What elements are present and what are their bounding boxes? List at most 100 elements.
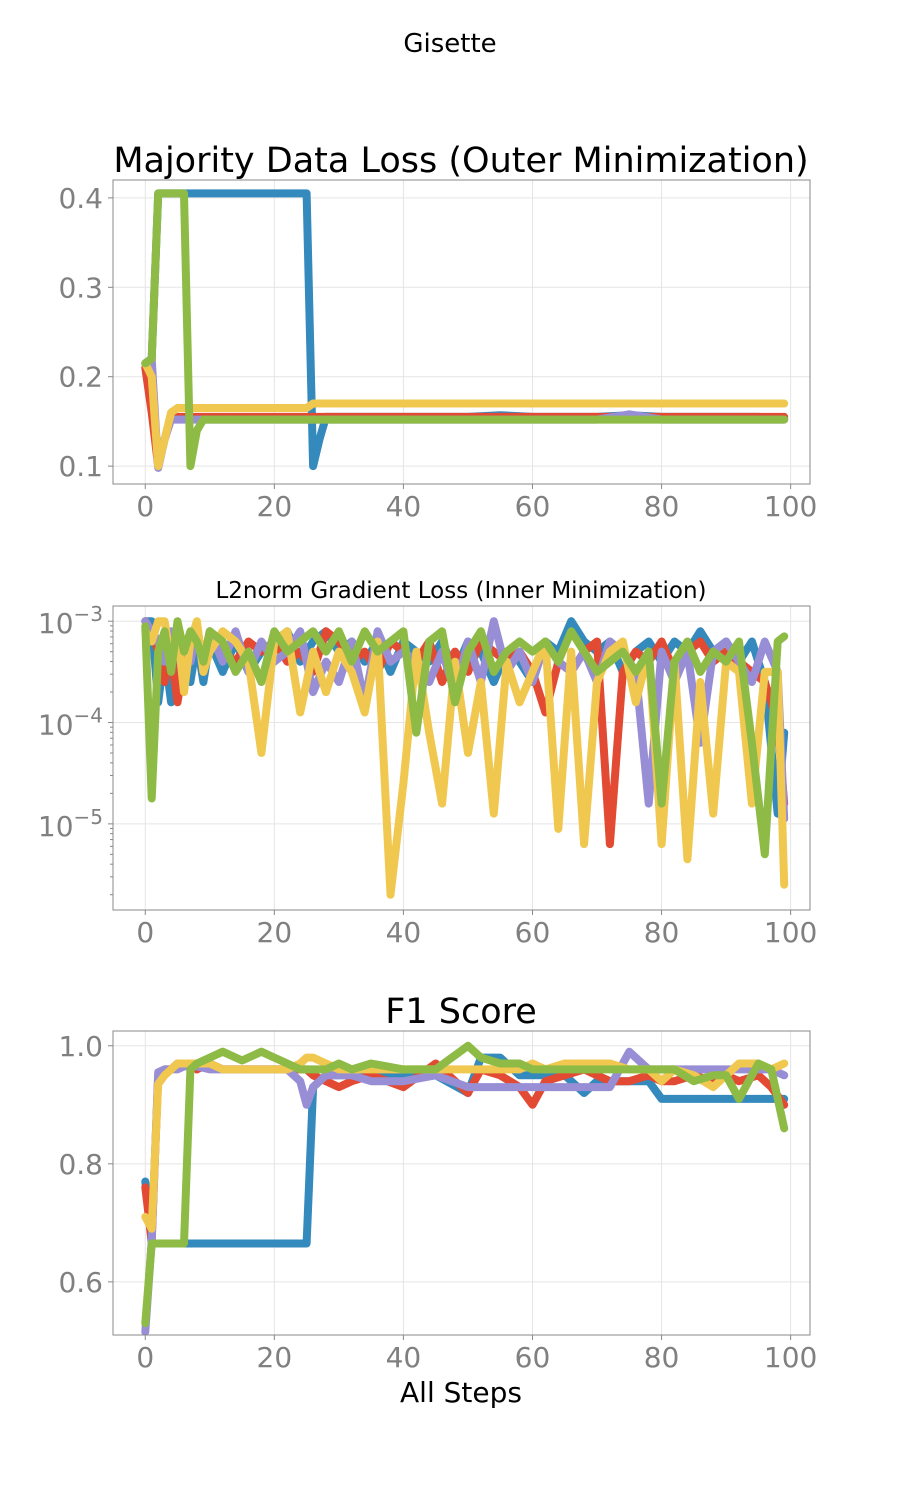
series-point xyxy=(199,668,207,676)
series-point xyxy=(625,1065,633,1073)
series-point xyxy=(477,1065,485,1073)
series-point xyxy=(722,416,730,424)
y-tick-label: 1.0 xyxy=(58,1030,103,1063)
x-tick-label: 60 xyxy=(515,1341,551,1374)
series-point xyxy=(722,638,730,645)
series-point xyxy=(238,1065,246,1073)
series-point xyxy=(464,400,472,407)
series-point xyxy=(619,668,627,676)
series-point xyxy=(199,416,207,424)
series-point xyxy=(529,416,536,424)
series-point xyxy=(754,1060,762,1067)
series-point xyxy=(303,404,311,412)
series-point xyxy=(322,658,330,666)
series-point xyxy=(141,622,149,630)
series-point xyxy=(780,1124,788,1132)
series-point xyxy=(316,435,323,443)
series-point xyxy=(593,1060,601,1067)
series-point xyxy=(141,1178,149,1185)
series-point xyxy=(399,627,407,635)
series-point xyxy=(580,1060,588,1067)
series-point xyxy=(632,698,640,706)
series-point xyxy=(316,400,323,407)
series-point xyxy=(193,1060,201,1067)
x-tick-label: 100 xyxy=(764,490,817,523)
series-point xyxy=(432,400,440,407)
series-point xyxy=(270,1065,278,1073)
series-point xyxy=(303,1101,311,1109)
series-point xyxy=(399,1083,407,1091)
series-point xyxy=(257,416,265,424)
x-tick-label: 60 xyxy=(515,490,551,523)
series-point xyxy=(296,416,304,424)
series-point xyxy=(335,627,343,635)
series-point xyxy=(645,648,653,656)
panel-title-majority-data-loss: Majority Data Loss (Outer Minimization) xyxy=(113,141,808,181)
series-point xyxy=(451,658,459,666)
series-point xyxy=(399,779,407,787)
series-point xyxy=(219,1065,227,1073)
series-point xyxy=(232,627,240,635)
series-point xyxy=(174,1240,181,1247)
series-point xyxy=(296,627,304,635)
series-point xyxy=(180,189,188,197)
series-point xyxy=(167,189,175,197)
series-point xyxy=(148,638,156,645)
series-point xyxy=(464,1089,472,1097)
series-point xyxy=(238,404,246,412)
series-point xyxy=(451,648,459,656)
series-group xyxy=(141,617,789,859)
series-point xyxy=(322,416,330,424)
series-point xyxy=(709,810,717,818)
series-point xyxy=(567,648,575,656)
series-point xyxy=(593,1083,601,1091)
series-point xyxy=(367,400,375,407)
series-point xyxy=(219,1048,227,1056)
series-point xyxy=(219,658,227,666)
series-point xyxy=(780,416,788,424)
series-point xyxy=(296,404,304,412)
series-point xyxy=(735,1060,743,1067)
series-point xyxy=(722,658,730,666)
series-point xyxy=(335,1083,343,1091)
series-point xyxy=(754,416,762,424)
series-point xyxy=(780,1071,788,1079)
series-point xyxy=(425,729,433,737)
series-point xyxy=(671,638,678,645)
series-point xyxy=(438,678,446,686)
series-point xyxy=(303,1065,311,1073)
series-point xyxy=(161,627,169,635)
series-point xyxy=(496,400,504,407)
series-point xyxy=(671,1095,678,1103)
series-point xyxy=(593,1065,601,1073)
series-point xyxy=(387,658,394,666)
series-point xyxy=(761,668,769,676)
series-point xyxy=(335,678,343,686)
series-point xyxy=(167,1240,175,1247)
series-point xyxy=(167,668,175,676)
series-point xyxy=(722,400,730,407)
series-point xyxy=(529,648,536,656)
series-point xyxy=(658,1095,666,1103)
series-point xyxy=(232,668,240,676)
series-point xyxy=(309,400,317,407)
series-point xyxy=(606,840,614,848)
series-point xyxy=(619,638,627,645)
series-point xyxy=(632,668,640,676)
series-point xyxy=(780,400,788,407)
series-point xyxy=(309,1065,317,1073)
series-point xyxy=(606,1083,614,1091)
y-tick-label: 0.3 xyxy=(58,271,103,304)
series-point xyxy=(477,1054,485,1062)
series-point xyxy=(567,617,575,625)
series-point xyxy=(722,1095,730,1103)
series-point xyxy=(580,648,588,656)
series-point xyxy=(161,1071,169,1079)
series-point xyxy=(464,1042,472,1050)
series-point xyxy=(490,678,498,686)
series-point xyxy=(199,678,207,686)
series-point xyxy=(754,400,762,407)
series-point xyxy=(186,189,194,197)
series-point xyxy=(735,638,743,645)
series-point xyxy=(580,1089,588,1097)
